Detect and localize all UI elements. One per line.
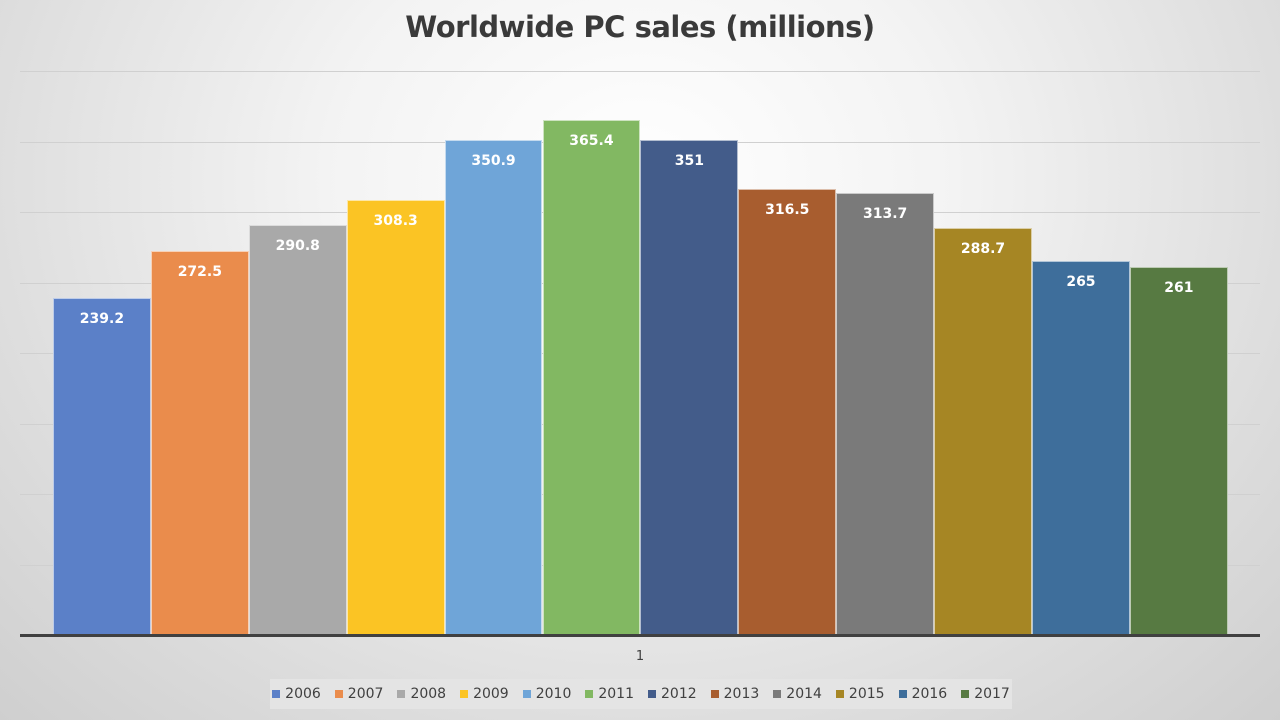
data-label: 365.4 <box>569 132 614 149</box>
data-label: 350.9 <box>471 153 516 170</box>
legend-label: 2017 <box>974 686 1010 702</box>
plot-area: 239.2 272.5 290.8 308.3 350.9 365.4 351 316.5 31… <box>20 0 1260 720</box>
legend-item-2015[interactable]: 2015 <box>835 686 885 702</box>
bar-2012: 351 <box>640 140 739 635</box>
gridline <box>20 71 1260 72</box>
legend-swatch-icon <box>397 690 406 698</box>
legend-item-2008[interactable]: 2008 <box>397 686 446 702</box>
legend-label: 2012 <box>661 686 697 702</box>
data-label: 308.3 <box>373 213 418 230</box>
legend-label: 2008 <box>410 686 447 702</box>
legend-item-2016[interactable]: 2016 <box>898 686 948 702</box>
legend-swatch-icon <box>835 690 844 698</box>
legend-item-2006[interactable]: 2006 <box>272 686 321 702</box>
legend-swatch-icon <box>585 690 594 698</box>
x-axis-tick-label: 1 <box>635 649 645 664</box>
data-label: 288.7 <box>960 240 1006 257</box>
legend-swatch-icon <box>961 690 970 698</box>
data-label: 272.5 <box>177 263 222 280</box>
legend-swatch-icon <box>272 690 281 698</box>
legend-label: 2010 <box>535 686 572 702</box>
legend-item-2012[interactable]: 2012 <box>648 686 697 702</box>
data-label: 265 <box>1066 274 1096 291</box>
legend-item-2011[interactable]: 2011 <box>585 686 634 702</box>
legend-label: 2015 <box>848 686 885 702</box>
chart-title: Worldwide PC sales (millions) <box>405 10 875 44</box>
bar-2009: 308.3 <box>346 200 445 635</box>
legend-item-2009[interactable]: 2009 <box>460 686 509 702</box>
legend-label: 2016 <box>911 686 948 702</box>
bar-2010: 350.9 <box>444 140 543 635</box>
legend-label: 2006 <box>285 686 321 702</box>
bar-2006: 239.2 <box>53 297 151 635</box>
data-label: 313.7 <box>862 205 908 222</box>
bar-2017: 261 <box>1129 266 1228 635</box>
legend-label: 2009 <box>473 686 509 702</box>
bar-2014: 313.7 <box>836 192 935 635</box>
x-axis-line <box>20 634 1260 637</box>
bar-2007: 272.5 <box>150 250 249 635</box>
legend-item-2017[interactable]: 2017 <box>961 686 1010 702</box>
legend-swatch-icon <box>460 690 469 698</box>
legend-swatch-icon <box>710 690 719 698</box>
legend-label: 2007 <box>347 686 384 702</box>
bar-2016: 265 <box>1032 261 1130 635</box>
bar-2013: 316.5 <box>738 188 837 635</box>
legend-label: 2013 <box>723 686 760 702</box>
legend-swatch-icon <box>773 690 782 698</box>
legend-swatch-icon <box>898 690 907 698</box>
data-label: 316.5 <box>765 201 810 218</box>
data-label: 290.8 <box>275 237 320 254</box>
legend-swatch-icon <box>334 690 343 698</box>
legend-swatch-icon <box>648 690 656 698</box>
bar-2015: 288.7 <box>934 227 1032 635</box>
bar-2011: 365.4 <box>542 119 641 635</box>
legend: 2006 2007 2008 2009 2010 2011 2012 2013 2014 2015… <box>270 679 1012 709</box>
legend-item-2010[interactable]: 2010 <box>522 686 572 702</box>
legend-item-2007[interactable]: 2007 <box>334 686 384 702</box>
legend-item-2014[interactable]: 2014 <box>773 686 822 702</box>
bar-2008: 290.8 <box>248 224 347 635</box>
data-label: 351 <box>674 153 704 170</box>
legend-item-2013[interactable]: 2013 <box>710 686 760 702</box>
legend-swatch-icon <box>522 690 531 698</box>
legend-label: 2014 <box>786 686 822 702</box>
data-label: 239.2 <box>79 310 125 327</box>
legend-label: 2011 <box>598 686 634 702</box>
data-label: 261 <box>1164 279 1194 296</box>
